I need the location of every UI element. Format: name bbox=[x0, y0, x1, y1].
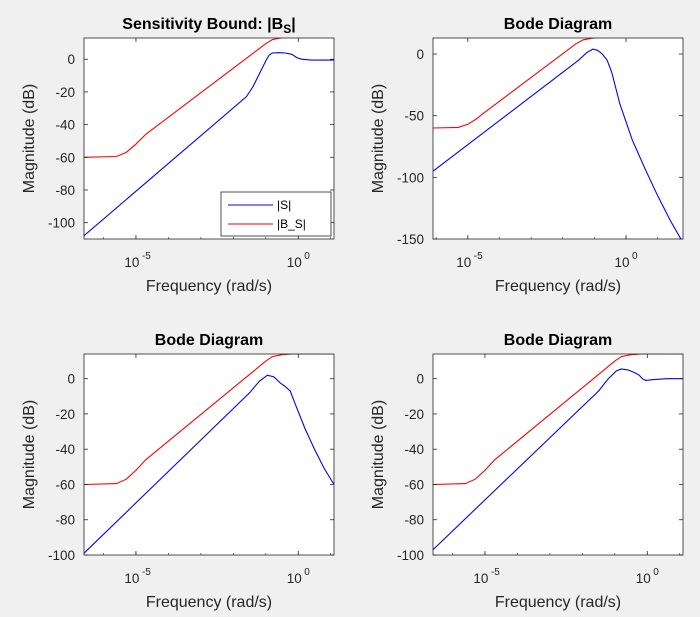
x-tick-exponent: 0 bbox=[304, 567, 310, 578]
y-tick-label: -150 bbox=[397, 232, 424, 247]
x-tick-label: 10 bbox=[473, 571, 488, 586]
x-tick-label: 10 bbox=[615, 255, 630, 270]
series-line-S bbox=[433, 48, 682, 239]
y-tick-label: -80 bbox=[55, 183, 75, 198]
y-tick-label: 0 bbox=[416, 47, 424, 62]
legend-entry: |S| bbox=[277, 198, 291, 212]
x-tick-label: 10 bbox=[287, 255, 302, 270]
y-tick-label: -50 bbox=[404, 109, 424, 124]
y-tick-label: -40 bbox=[55, 442, 75, 457]
x-tick-exponent: -5 bbox=[491, 567, 500, 578]
chart-title: Bode Diagram bbox=[155, 332, 263, 349]
y-axis-label: Magnitude (dB) bbox=[370, 400, 387, 509]
y-tick-label: -60 bbox=[55, 150, 75, 165]
x-tick-exponent: 0 bbox=[632, 251, 638, 262]
y-tick-label: -100 bbox=[397, 548, 424, 563]
axes-background bbox=[84, 354, 334, 555]
x-tick-exponent: 0 bbox=[304, 251, 310, 262]
y-tick-label: -60 bbox=[404, 477, 424, 492]
y-tick-label: -100 bbox=[397, 170, 424, 185]
x-tick-label: 10 bbox=[124, 255, 139, 270]
chart-title: Bode Diagram bbox=[504, 16, 612, 33]
y-tick-label: -20 bbox=[55, 407, 75, 422]
y-axis-label: Magnitude (dB) bbox=[370, 84, 387, 193]
series-line-S bbox=[433, 368, 683, 551]
x-tick-label: 10 bbox=[124, 571, 139, 586]
y-tick-label: -80 bbox=[404, 513, 424, 528]
y-tick-label: 0 bbox=[416, 372, 424, 387]
x-tick-exponent: 0 bbox=[653, 567, 659, 578]
x-tick-exponent: -5 bbox=[474, 251, 483, 262]
x-tick-exponent: -5 bbox=[142, 567, 151, 578]
x-axis-label: Frequency (rad/s) bbox=[495, 594, 621, 611]
chart-title: Bode Diagram bbox=[504, 332, 612, 349]
x-axis-label: Frequency (rad/s) bbox=[495, 278, 621, 295]
series-line-S bbox=[84, 52, 334, 237]
legend: |S| |B_S| bbox=[220, 191, 332, 237]
y-tick-label: 0 bbox=[67, 52, 75, 67]
y-tick-label: -20 bbox=[55, 85, 75, 100]
y-tick-label: -40 bbox=[404, 442, 424, 457]
y-tick-label: -60 bbox=[55, 477, 75, 492]
y-axis-label: Magnitude (dB) bbox=[21, 400, 38, 509]
x-axis-label: Frequency (rad/s) bbox=[146, 278, 272, 295]
series-line-S bbox=[84, 374, 334, 554]
axes-box bbox=[83, 37, 335, 240]
axes-box bbox=[83, 353, 335, 556]
y-tick-label: -20 bbox=[404, 407, 424, 422]
y-tick-label: 0 bbox=[67, 372, 75, 387]
axes-background bbox=[433, 38, 683, 239]
x-tick-label: 10 bbox=[456, 255, 471, 270]
axes-box bbox=[432, 353, 684, 556]
legend-box bbox=[220, 191, 332, 237]
y-axis-label: Magnitude (dB) bbox=[21, 84, 38, 193]
legend-entry: |B_S| bbox=[277, 217, 306, 231]
x-tick-label: 10 bbox=[287, 571, 302, 586]
axes-background bbox=[433, 354, 683, 555]
x-axis-label: Frequency (rad/s) bbox=[146, 594, 272, 611]
x-tick-label: 10 bbox=[636, 571, 651, 586]
series-line-B_S bbox=[84, 38, 287, 158]
chart-title: Sensitivity Bound: |BS| bbox=[122, 16, 295, 36]
y-tick-label: -100 bbox=[48, 548, 75, 563]
x-tick-exponent: -5 bbox=[142, 251, 151, 262]
y-tick-label: -40 bbox=[55, 118, 75, 133]
y-tick-label: -100 bbox=[48, 216, 75, 231]
series-line-B_S bbox=[433, 38, 609, 129]
axes-box bbox=[432, 37, 684, 240]
y-tick-label: -80 bbox=[55, 513, 75, 528]
